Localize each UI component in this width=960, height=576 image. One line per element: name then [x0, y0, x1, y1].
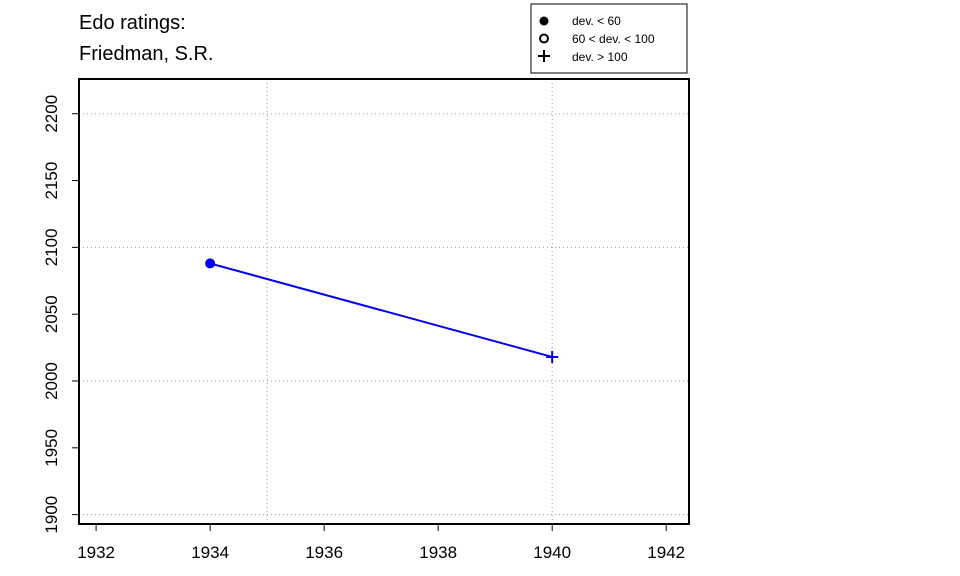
x-tick-label: 1940 — [533, 543, 571, 562]
data-point-filled-circle — [205, 258, 216, 269]
chart-title-line-1: Edo ratings: — [79, 12, 186, 34]
y-tick-label: 2100 — [42, 228, 61, 266]
series-line — [209, 262, 553, 358]
y-tick-label: 1950 — [42, 429, 61, 467]
legend-label-1: dev. < 60 — [572, 14, 621, 28]
y-axis: 1900 1950 2000 2050 2100 2150 2200 — [42, 95, 79, 534]
x-tick-label: 1934 — [191, 543, 229, 562]
y-tick-label: 2050 — [42, 295, 61, 333]
y-tick-label: 2150 — [42, 162, 61, 200]
x-tick-label: 1942 — [647, 543, 685, 562]
legend-plus-icon — [538, 50, 550, 62]
legend-filled-circle-icon — [539, 16, 549, 26]
x-tick-label: 1938 — [419, 543, 457, 562]
legend: dev. < 60 60 < dev. < 100 dev. > 100 — [530, 3, 688, 74]
y-tick-label: 2200 — [42, 95, 61, 133]
y-tick-label: 2000 — [42, 362, 61, 400]
legend-label-2: 60 < dev. < 100 — [572, 32, 655, 46]
chart-title: Edo ratings: Friedman, S.R. — [79, 12, 213, 65]
x-axis: 1932 1934 1936 1938 1940 1942 — [77, 524, 685, 562]
legend-box — [530, 3, 688, 74]
legend-label-3: dev. > 100 — [572, 50, 628, 64]
series — [205, 258, 559, 363]
x-tick-label: 1932 — [77, 543, 115, 562]
plot-frame — [78, 78, 690, 525]
grid — [79, 79, 689, 524]
y-tick-label: 1900 — [42, 496, 61, 534]
plot-border — [78, 78, 690, 525]
x-tick-label: 1936 — [305, 543, 343, 562]
data-point-plus — [546, 350, 559, 363]
chart-title-line-2: Friedman, S.R. — [79, 43, 213, 65]
legend-open-circle-icon — [539, 33, 549, 44]
